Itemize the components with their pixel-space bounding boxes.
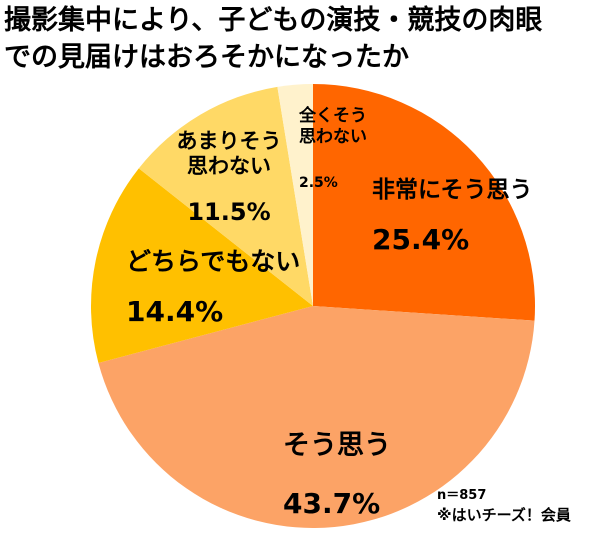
slice-percent: 43.7%	[283, 487, 381, 520]
pie-slice-3	[138, 86, 313, 307]
slice-percent: 25.4%	[372, 223, 470, 256]
footnote: n＝857 ※はいチーズ！会員	[437, 487, 571, 525]
slice-name: そう思う	[283, 430, 391, 461]
pie-slice-4	[277, 84, 313, 306]
chart-title: 撮影集中により、子どもの演技・競技の肉眼 での見届けはおろそかになったか	[4, 5, 543, 73]
slice-name: どちらでもない	[126, 247, 301, 276]
source-note: ※はいチーズ！会員	[437, 506, 571, 524]
slice-label-strongly-agree: 非常にそう思う 25.4%	[372, 156, 533, 275]
pie-slice-0	[313, 84, 536, 321]
pie-slice-1	[98, 306, 535, 529]
slice-label-somewhat-disagree: あまりそう 思わない 11.5%	[155, 110, 303, 245]
slice-label-neutral: どちらでもない 14.4%	[126, 227, 300, 347]
slice-name: 全くそう 思わない	[299, 106, 367, 147]
slice-percent: 2.5%	[299, 175, 338, 191]
slice-percent: 14.4%	[126, 295, 224, 328]
slice-name: 非常にそう思う	[372, 177, 533, 203]
slice-name: あまりそう 思わない	[176, 129, 282, 178]
pie-slice-2	[91, 168, 314, 363]
sample-size: n＝857	[437, 488, 487, 503]
slice-label-strongly-disagree: 全くそう 思わない 2.5%	[299, 87, 367, 211]
slice-percent: 11.5%	[187, 198, 271, 226]
slice-label-agree: そう思う 43.7%	[283, 410, 391, 535]
